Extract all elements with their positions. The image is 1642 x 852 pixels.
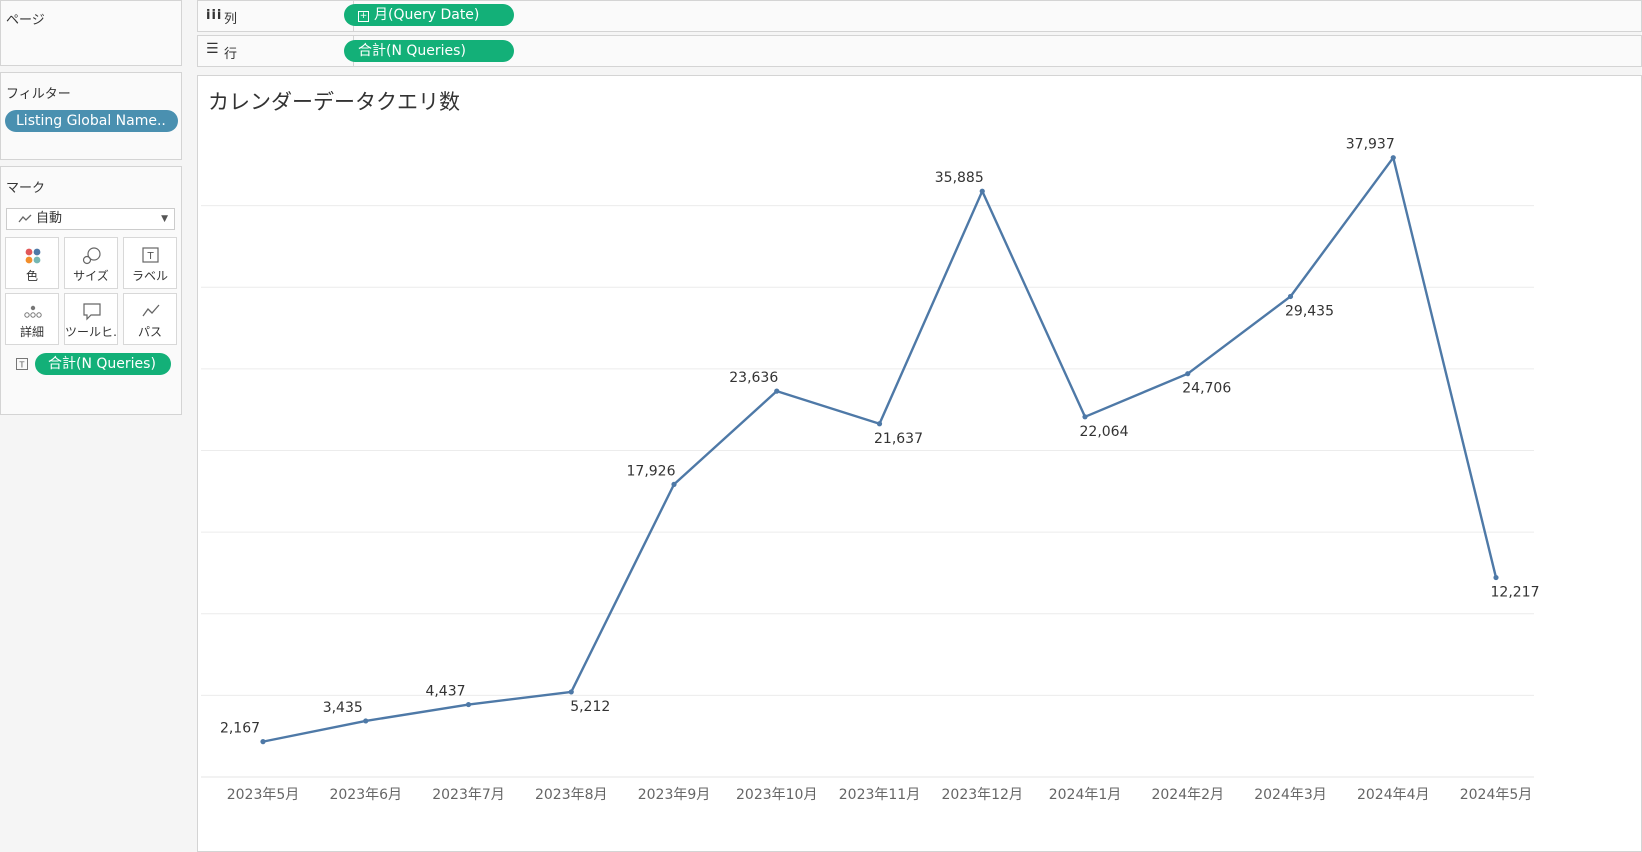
label-button[interactable]: T ラベル [123,237,177,289]
data-point [260,739,266,745]
color-icon [25,248,41,264]
columns-shelf[interactable]: iii 列 + 月(Query Date) [197,0,1642,32]
filter-pill[interactable]: Listing Global Name.. [5,110,178,132]
x-tick-label: 2024年1月 [1049,787,1122,803]
pages-card[interactable]: ページ [0,0,182,66]
data-label: 17,926 [627,463,676,479]
x-tick-label: 2023年7月 [432,787,505,803]
data-label: 23,636 [729,370,778,386]
color-button[interactable]: 色 [5,237,59,289]
data-label: 4,437 [425,684,465,700]
size-button[interactable]: サイズ [64,237,118,289]
label-field-pill-label: 合計(N Queries) [48,356,156,372]
rows-pill-label: 合計(N Queries) [358,43,466,59]
path-icon [142,304,160,317]
tooltip-button-label: ツールヒ… [65,325,117,339]
rows-icon: ☰ [206,41,219,57]
expand-plus-icon[interactable]: + [358,11,369,22]
rows-shelf[interactable]: ☰ 行 合計(N Queries) [197,35,1642,67]
color-button-label: 色 [25,269,38,283]
data-point [671,481,677,487]
detail-icon [24,305,42,318]
x-tick-label: 2023年8月 [535,787,608,803]
series-line [262,156,1498,743]
svg-text:T: T [19,361,25,370]
filter-pill-label: Listing Global Name.. [16,113,166,129]
data-label: 3,435 [323,700,363,716]
data-label: 35,885 [935,170,984,186]
x-tick-label: 2023年10月 [736,787,817,803]
x-tick-label: 2023年12月 [942,787,1023,803]
data-point [1082,414,1088,420]
x-tick-label: 2024年4月 [1357,787,1430,803]
tooltip-button[interactable]: ツールヒ… [64,293,118,345]
rows-pill[interactable]: 合計(N Queries) [344,40,514,62]
data-point [1390,155,1396,161]
rows-title: 行 [224,47,238,62]
detail-button-label: 詳細 [19,325,44,339]
marks-title: マーク [6,181,46,196]
line-mark-icon [18,214,32,223]
chevron-down-icon[interactable]: ▼ [161,214,168,224]
chart-view[interactable]: カレンダーデータクエリ数 2,167 3,435 4,437 5,212 17,926 2… [197,75,1642,852]
mark-type-select[interactable]: 自動 ▼ [6,208,175,230]
data-point [876,421,883,427]
chart-title: カレンダーデータクエリ数 [208,90,460,114]
data-label: 5,212 [570,699,610,715]
path-button-label: パス [137,325,162,339]
data-point [363,718,369,724]
tooltip-icon [83,303,101,321]
label-field-pill[interactable]: 合計(N Queries) [35,353,171,375]
size-icon [82,247,101,265]
label-icon: T [142,247,159,263]
filters-card[interactable]: フィルター Listing Global Name.. [0,72,182,160]
size-button-label: サイズ [73,269,109,283]
data-label: 21,637 [874,431,923,447]
line-chart[interactable]: 2,167 3,435 4,437 5,212 17,926 23,636 21,637 35… [198,76,1641,851]
filters-title: フィルター [6,87,71,102]
data-label: 12,217 [1491,585,1540,601]
columns-title: 列 [224,12,238,27]
data-point [979,188,985,194]
path-button[interactable]: パス [123,293,177,345]
data-label: 29,435 [1285,303,1334,319]
detail-button[interactable]: 詳細 [5,293,59,345]
label-button-label: ラベル [131,269,168,283]
columns-icon: iii [206,8,223,23]
data-label: 37,937 [1346,137,1395,153]
x-tick-label: 2023年5月 [227,787,300,803]
x-tick-label: 2024年2月 [1151,787,1224,803]
label-field-icon: T [16,358,28,370]
data-point [1287,293,1294,300]
x-tick-label: 2023年9月 [638,787,711,803]
x-tick-label: 2023年11月 [839,787,920,803]
data-point [568,689,574,695]
data-point [1493,574,1499,581]
data-point [465,701,472,708]
x-tick-label: 2024年3月 [1254,787,1327,803]
data-label: 2,167 [220,721,260,737]
x-tick-label: 2023年6月 [329,787,402,803]
svg-text:T: T [146,251,154,262]
data-label: 22,064 [1080,424,1129,440]
marks-card[interactable]: マーク 自動 ▼ 色 サイズ T ラベル 詳細 ツールヒ… パス T 合計(N … [0,166,182,415]
columns-pill[interactable]: + 月(Query Date) [344,4,514,26]
data-point [1185,371,1191,377]
mark-type-label: 自動 [36,211,63,226]
data-point [774,388,780,394]
columns-pill-label: 月(Query Date) [374,7,480,23]
x-tick-label: 2024年5月 [1460,787,1533,803]
data-label: 24,706 [1182,381,1231,397]
pages-title: ページ [6,13,45,28]
